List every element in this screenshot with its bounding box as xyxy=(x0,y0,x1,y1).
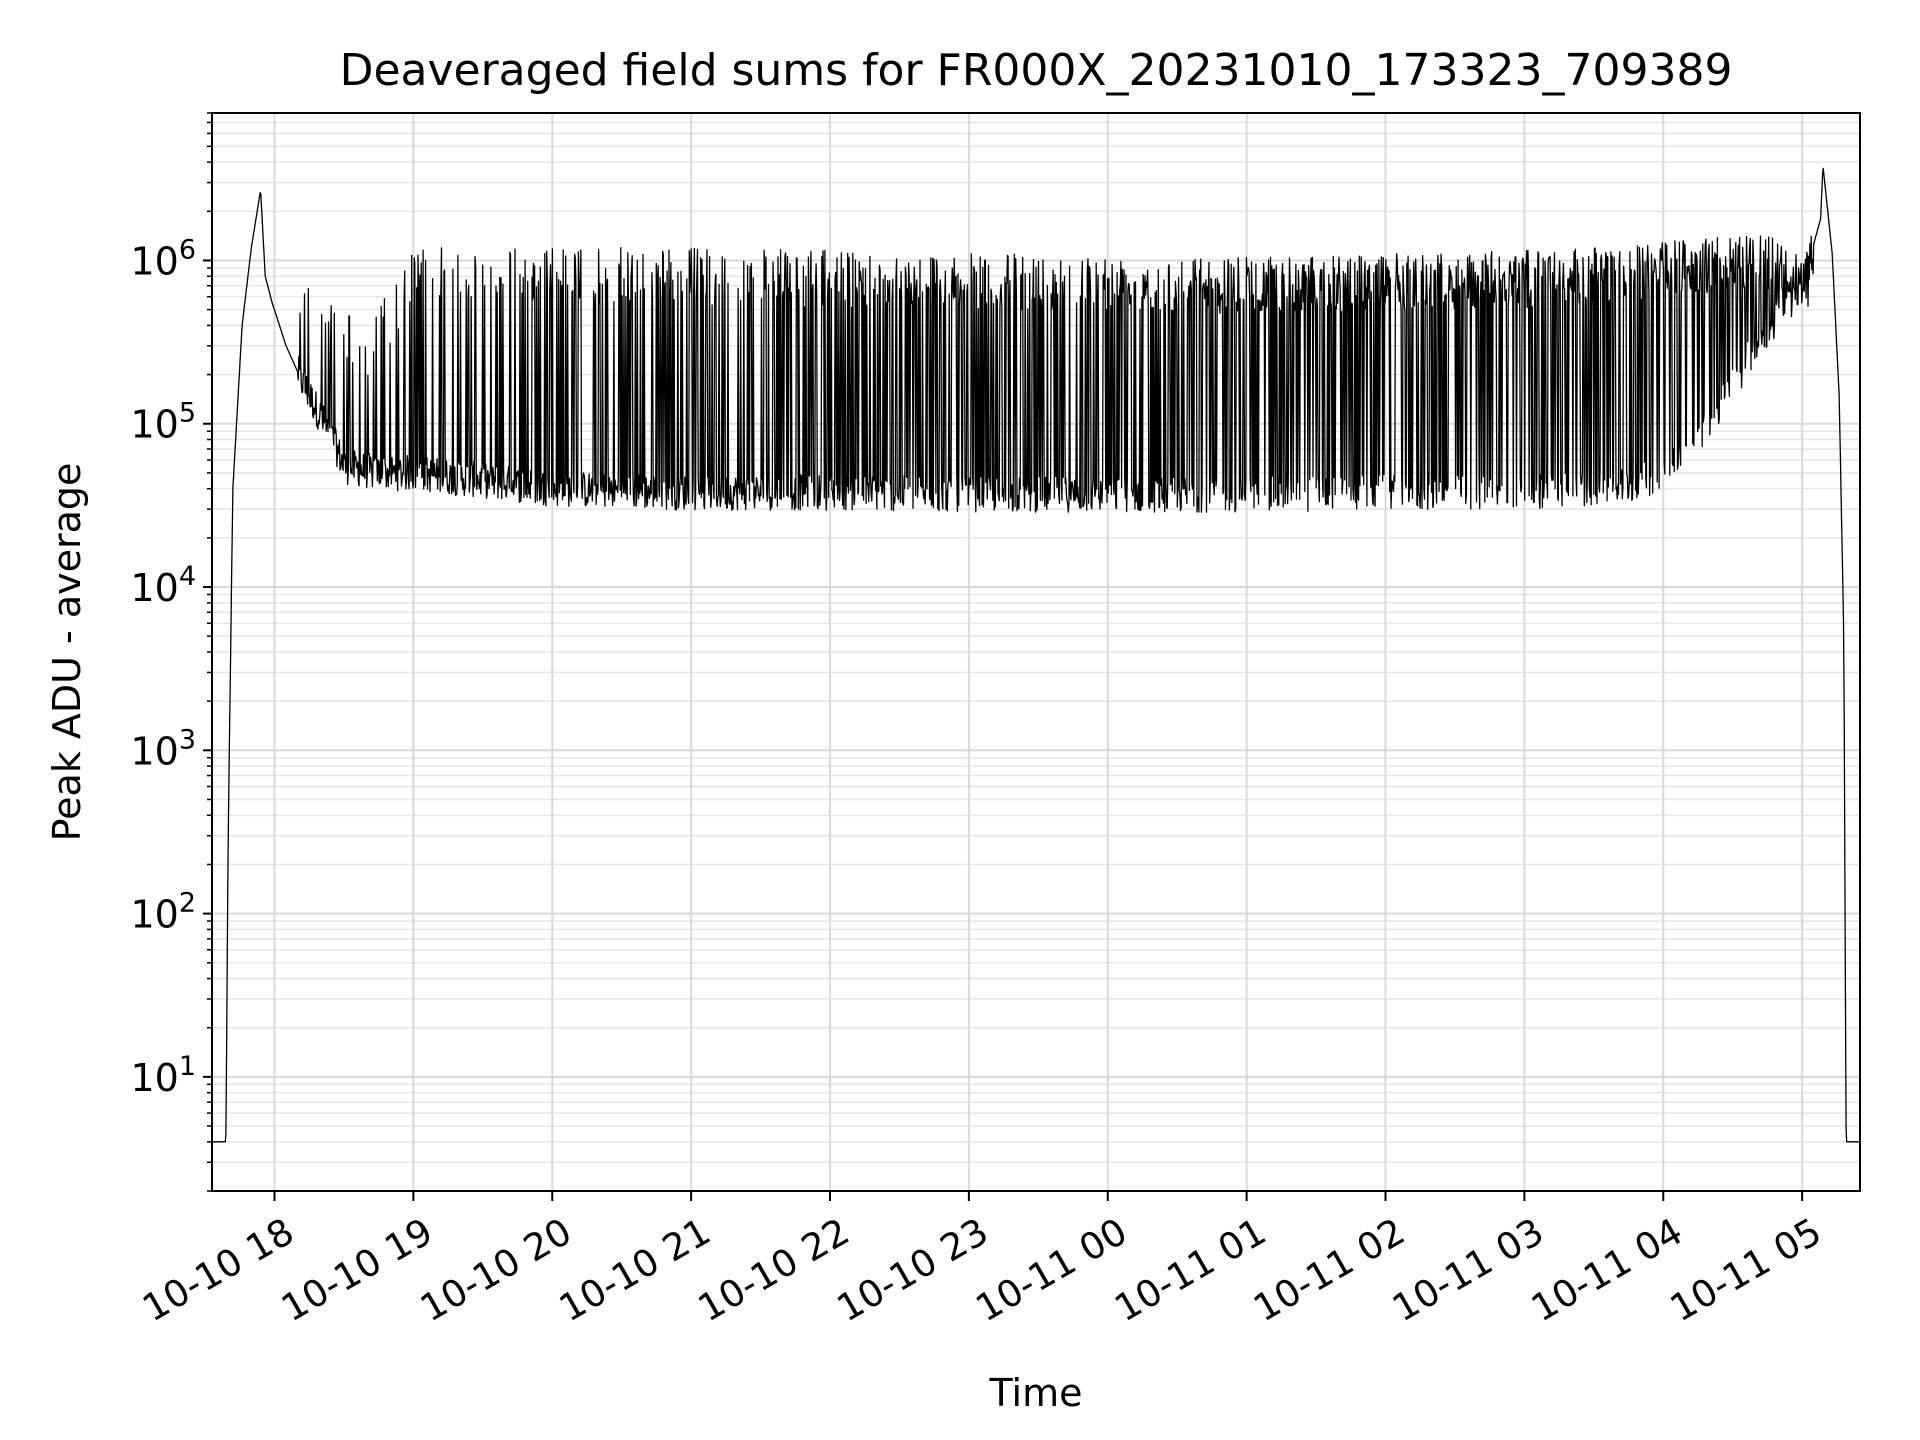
y-tick-base: 10 xyxy=(130,566,178,610)
y-tick-exponent: 1 xyxy=(179,1051,196,1082)
y-tick-base: 10 xyxy=(130,239,178,283)
y-tick-label: 102 xyxy=(130,888,196,937)
y-tick-label: 104 xyxy=(130,561,196,610)
y-tick-label: 105 xyxy=(130,398,196,447)
y-tick-exponent: 4 xyxy=(179,561,196,592)
y-tick-base: 10 xyxy=(130,403,178,447)
y-tick-base: 10 xyxy=(130,1056,178,1100)
y-tick-label: 101 xyxy=(130,1051,196,1100)
plot-area xyxy=(212,167,1860,1143)
y-tick-exponent: 2 xyxy=(179,888,196,919)
grid xyxy=(212,112,1860,1192)
y-tick-exponent: 5 xyxy=(179,398,196,429)
y-tick-exponent: 6 xyxy=(179,234,196,265)
y-tick-exponent: 3 xyxy=(179,724,196,755)
series-line xyxy=(212,167,1860,1143)
y-axis-label: Peak ADU - average xyxy=(45,463,89,842)
y-tick-base: 10 xyxy=(130,893,178,937)
y-tick-base: 10 xyxy=(130,729,178,773)
y-tick-label: 103 xyxy=(130,724,196,773)
data-series xyxy=(212,167,1860,1143)
y-tick-label: 106 xyxy=(130,234,196,283)
chart-title: Deaveraged field sums for FR000X_2023101… xyxy=(340,45,1733,96)
x-axis-label: Time xyxy=(989,1371,1083,1415)
